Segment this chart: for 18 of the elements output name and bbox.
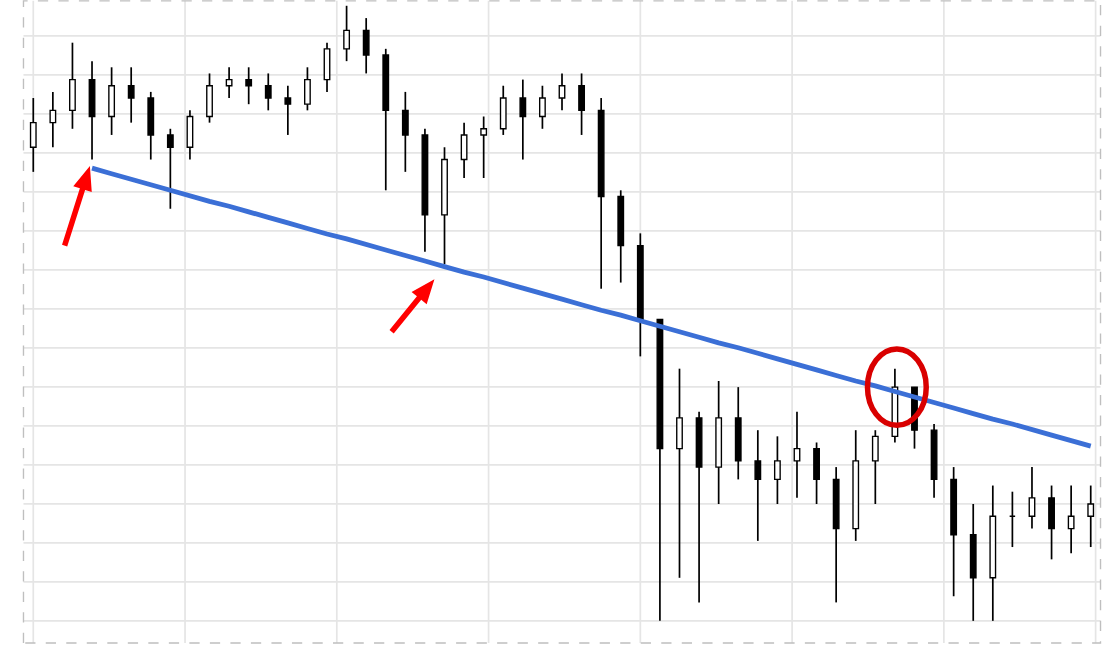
- candlestick: [773, 435, 781, 505]
- candlestick: [284, 84, 292, 136]
- candlestick: [1028, 465, 1036, 530]
- candlestick: [480, 115, 488, 179]
- candlestick: [754, 429, 762, 542]
- candlestick: [225, 66, 233, 99]
- candlestick: [49, 90, 57, 148]
- candlestick: [1067, 484, 1075, 554]
- candlestick: [343, 4, 351, 62]
- candlestick: [519, 78, 527, 161]
- candlestick: [1087, 484, 1095, 548]
- candlestick: [538, 84, 546, 130]
- candlestick: [264, 72, 272, 111]
- candlestick: [166, 127, 174, 210]
- candlestick: [793, 410, 801, 499]
- candlestick: [245, 66, 253, 105]
- candlestick: [558, 72, 566, 111]
- candlestick: [127, 66, 135, 124]
